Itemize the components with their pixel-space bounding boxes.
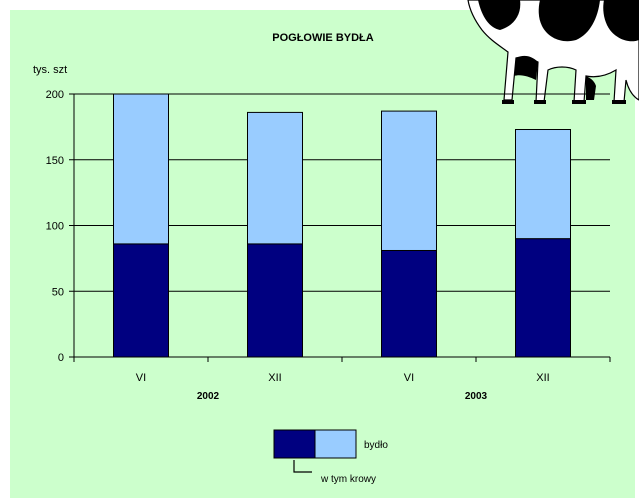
x-tick-label: VI — [136, 372, 146, 384]
cow-icon — [467, 0, 639, 104]
y-axis-label: tys. szt — [33, 64, 67, 76]
bar-segment — [247, 243, 303, 358]
x-group-label: 2002 — [197, 391, 220, 402]
y-tick-label: 150 — [46, 155, 64, 167]
x-tick-label: XII — [268, 372, 281, 384]
legend-swatch-bydlo — [314, 429, 357, 459]
legend: bydło w tym krowy — [273, 429, 388, 485]
axis-layer: 0 50 100 150 200 VI XII VI XII 2002 2003 — [46, 89, 611, 402]
bar-segment — [247, 111, 303, 245]
x-tick-label: XII — [536, 372, 549, 384]
bar-segment — [515, 129, 571, 240]
bars-layer — [113, 93, 571, 358]
chart-title: POGŁOWIE BYDŁA — [272, 32, 374, 44]
x-group-label: 2003 — [465, 391, 488, 402]
bar-segment — [113, 243, 169, 358]
y-tick-label: 50 — [52, 286, 64, 298]
legend-leader-line — [293, 460, 312, 473]
bar-segment — [381, 249, 437, 358]
y-tick-label: 100 — [46, 221, 64, 233]
bar-segment — [113, 93, 169, 245]
x-tick-label: VI — [404, 372, 414, 384]
legend-label-bydlo: bydło — [364, 440, 388, 451]
y-tick-label: 200 — [46, 89, 64, 101]
legend-label-w-tym-krowy: w tym krowy — [320, 474, 376, 485]
bar-segment — [381, 110, 437, 251]
bar-segment — [515, 238, 571, 358]
legend-swatch-w-tym-krowy — [273, 429, 316, 459]
y-tick-label: 0 — [58, 352, 64, 364]
